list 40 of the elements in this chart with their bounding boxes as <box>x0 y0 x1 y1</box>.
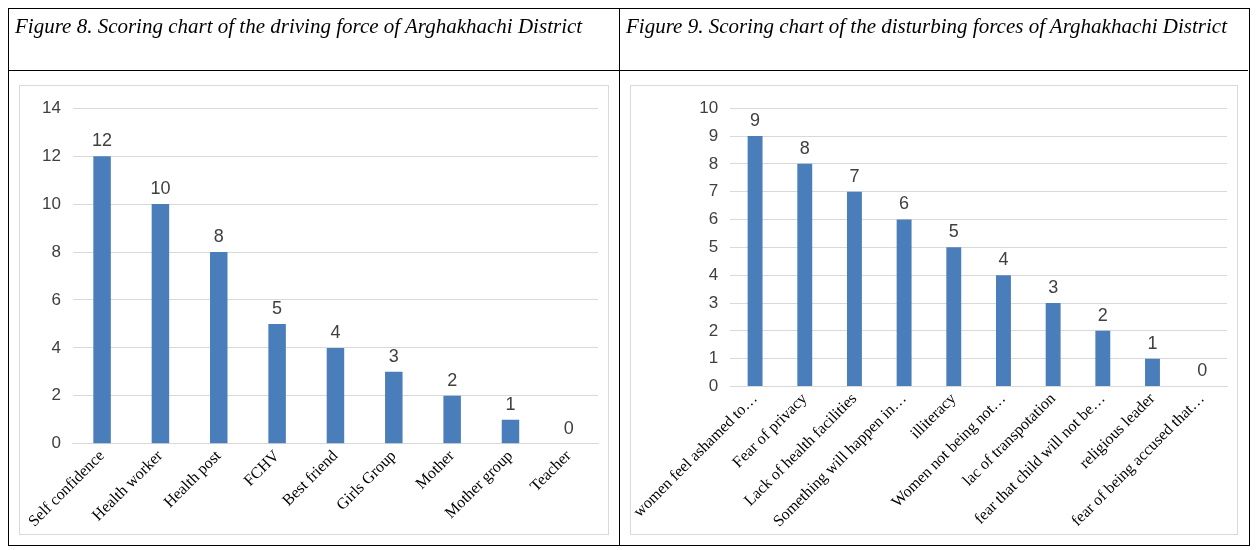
y-tick-label: 12 <box>41 145 61 165</box>
data-label: 7 <box>849 165 860 186</box>
chart-title: Figure 8. Scoring chart of the driving force of Arghakhachi District <box>9 9 619 71</box>
y-tick-label: 2 <box>708 320 719 340</box>
data-label: 5 <box>948 221 959 242</box>
data-label: 4 <box>330 321 341 342</box>
data-label: 4 <box>998 249 1009 270</box>
y-tick-label: 8 <box>51 241 61 261</box>
data-label: 5 <box>272 297 283 318</box>
data-label: 1 <box>505 393 516 414</box>
y-tick-label: 10 <box>699 97 719 117</box>
chart-title: Figure 9. Scoring chart of the disturbing forces of Arghakhachi District <box>620 9 1248 71</box>
data-label: 9 <box>750 110 761 130</box>
y-tick-label: 10 <box>41 193 61 213</box>
y-tick-label: 5 <box>708 237 719 257</box>
y-tick-label: 1 <box>708 348 719 368</box>
y-tick-label: 8 <box>708 153 719 173</box>
data-label: 0 <box>1197 360 1208 381</box>
y-tick-label: 0 <box>51 433 61 453</box>
y-tick-label: 14 <box>41 97 61 117</box>
y-tick-label: 9 <box>708 125 719 145</box>
data-label: 1 <box>1147 332 1158 353</box>
y-tick-label: 3 <box>708 292 719 312</box>
data-label: 10 <box>150 178 171 199</box>
y-tick-label: 7 <box>708 181 719 201</box>
data-label: 3 <box>1048 277 1059 297</box>
y-tick-label: 0 <box>708 376 719 396</box>
data-label: 0 <box>563 417 574 438</box>
data-label: 8 <box>799 137 810 158</box>
y-tick-label: 6 <box>51 289 61 309</box>
data-label: 8 <box>213 225 224 246</box>
y-tick-label: 6 <box>708 209 719 229</box>
y-tick-label: 4 <box>51 337 61 357</box>
data-label: 2 <box>1097 304 1108 325</box>
data-label: 3 <box>388 345 399 366</box>
y-tick-label: 4 <box>708 264 719 284</box>
y-tick-label: 2 <box>51 385 61 405</box>
data-label: 6 <box>899 193 910 214</box>
data-label: 12 <box>92 130 113 151</box>
data-label: 2 <box>447 369 458 390</box>
